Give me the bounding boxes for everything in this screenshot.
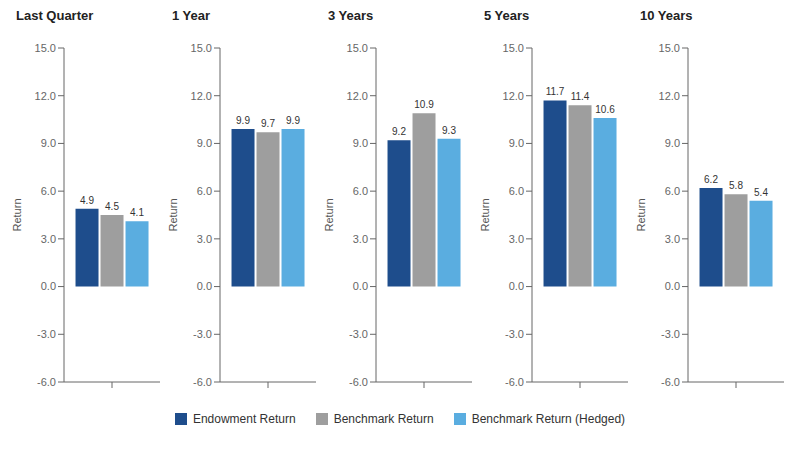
svg-text:Return: Return (479, 198, 491, 231)
svg-text:12.0: 12.0 (659, 90, 680, 102)
html-text:3 Years: 3 Years (328, 8, 374, 23)
svg-text:-6.0: -6.0 (349, 376, 368, 388)
html-text:Endowment Return: Endowment Return (192, 412, 296, 426)
svg-text:9.9: 9.9 (236, 115, 250, 126)
svg-text:3.0: 3.0 (509, 233, 524, 245)
svg-text:5.4: 5.4 (754, 187, 768, 198)
svg-text:Return: Return (167, 198, 179, 231)
svg-text:6.0: 6.0 (353, 185, 368, 197)
svg-text:-3.0: -3.0 (661, 328, 680, 340)
svg-text:-6.0: -6.0 (37, 376, 56, 388)
svg-text:Return: Return (11, 198, 23, 231)
svg-text:15.0: 15.0 (35, 42, 56, 54)
svg-text:11.7: 11.7 (546, 86, 565, 97)
svg-text:9.3: 9.3 (442, 125, 456, 136)
svg-text:0.0: 0.0 (41, 280, 56, 292)
svg-text:12.0: 12.0 (191, 90, 212, 102)
svg-text:6.0: 6.0 (41, 185, 56, 197)
svg-text:9.0: 9.0 (665, 137, 680, 149)
svg-text:6.0: 6.0 (197, 185, 212, 197)
svg-text:11.4: 11.4 (571, 91, 590, 102)
svg-text:12.0: 12.0 (347, 90, 368, 102)
svg-text:-3.0: -3.0 (505, 328, 524, 340)
svg-text:6.0: 6.0 (509, 185, 524, 197)
svg-text:3.0: 3.0 (41, 233, 56, 245)
svg-text:9.0: 9.0 (197, 137, 212, 149)
svg-text:15.0: 15.0 (191, 42, 212, 54)
svg-text:0.0: 0.0 (353, 280, 368, 292)
svg-text:12.0: 12.0 (35, 90, 56, 102)
svg-text:0.0: 0.0 (665, 280, 680, 292)
svg-text:9.0: 9.0 (509, 137, 524, 149)
svg-text:15.0: 15.0 (659, 42, 680, 54)
html-text:Benchmark Return: Benchmark Return (333, 412, 434, 426)
svg-text:-6.0: -6.0 (661, 376, 680, 388)
svg-text:15.0: 15.0 (347, 42, 368, 54)
svg-text:9.0: 9.0 (353, 137, 368, 149)
svg-text:-6.0: -6.0 (505, 376, 524, 388)
svg-text:6.0: 6.0 (665, 185, 680, 197)
svg-text:0.0: 0.0 (509, 280, 524, 292)
html-text:Benchmark Return (Hedged): Benchmark Return (Hedged) (471, 412, 626, 426)
svg-text:5.8: 5.8 (729, 180, 743, 191)
svg-text:15.0: 15.0 (503, 42, 524, 54)
svg-text:9.9: 9.9 (286, 115, 300, 126)
svg-text:4.5: 4.5 (105, 201, 119, 212)
html-text:Last Quarter: Last Quarter (16, 8, 94, 23)
html-text:1 Year: 1 Year (172, 8, 211, 23)
svg-text:-3.0: -3.0 (349, 328, 368, 340)
svg-text:4.1: 4.1 (130, 207, 144, 218)
svg-text:3.0: 3.0 (353, 233, 368, 245)
svg-text:10.6: 10.6 (595, 104, 615, 115)
html-text:10 Years: 10 Years (640, 8, 693, 23)
svg-text:9.7: 9.7 (261, 118, 275, 129)
svg-text:6.2: 6.2 (704, 174, 718, 185)
svg-text:Return: Return (635, 198, 647, 231)
svg-text:10.9: 10.9 (414, 99, 434, 110)
svg-text:9.0: 9.0 (41, 137, 56, 149)
svg-text:-3.0: -3.0 (37, 328, 56, 340)
html-text:5 Years: 5 Years (484, 8, 530, 23)
svg-text:Return: Return (323, 198, 335, 231)
svg-text:-3.0: -3.0 (193, 328, 212, 340)
svg-text:3.0: 3.0 (665, 233, 680, 245)
svg-text:-6.0: -6.0 (193, 376, 212, 388)
svg-text:3.0: 3.0 (197, 233, 212, 245)
svg-text:12.0: 12.0 (503, 90, 524, 102)
svg-text:4.9: 4.9 (80, 195, 94, 206)
svg-text:0.0: 0.0 (197, 280, 212, 292)
svg-text:9.2: 9.2 (392, 126, 406, 137)
